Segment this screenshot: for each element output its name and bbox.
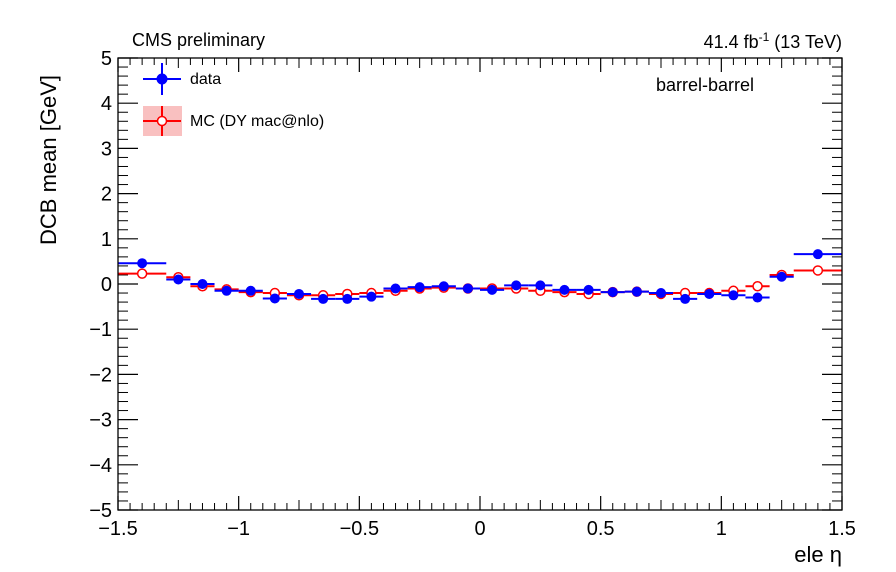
data-point [414, 282, 425, 293]
y-axis-label: DCB mean [GeV] [36, 75, 61, 245]
plot-frame [117, 57, 843, 511]
lumi-value: 41.4 fb [703, 32, 759, 52]
data-point [390, 283, 401, 294]
data-point [173, 274, 184, 285]
y-tick-label: 5 [101, 48, 112, 70]
y-tick-label: 2 [101, 184, 112, 206]
data-point [137, 258, 148, 269]
data-point [583, 284, 594, 295]
y-tick-label: 1 [101, 229, 112, 251]
x-tick-label: 1.5 [828, 518, 856, 540]
lumi-exponent: -1 [758, 30, 770, 44]
series-layer [118, 249, 842, 304]
data-point [559, 284, 570, 295]
legend-entry-data: data [143, 63, 221, 95]
data-point [656, 288, 666, 299]
data-point [294, 288, 304, 299]
energy-text: (13 TeV) [774, 32, 842, 52]
data-point [704, 288, 715, 299]
legend-data-label: data [190, 71, 221, 88]
y-tick-label: −4 [89, 455, 112, 477]
data-point [245, 285, 256, 296]
legend: data MC (DY mac@nlo) [143, 63, 324, 136]
experiment-text: CMS preliminary [132, 30, 266, 50]
axis-tick-labels: −1.5 −1 −0.5 0 0.5 1 1.5 −5 −4 −3 −2 −1 0 1 2 3 4 5 [89, 48, 856, 540]
y-tick-label: −3 [89, 410, 112, 432]
data-point [535, 280, 546, 291]
data-point [680, 293, 691, 304]
y-tick-label: 0 [101, 274, 112, 296]
data-point [318, 293, 329, 304]
y-tick-label: −2 [89, 364, 112, 386]
mc-point [752, 281, 763, 292]
y-tick-label: −1 [89, 319, 112, 341]
data-point [728, 290, 739, 301]
data-point [511, 280, 522, 291]
data-point [812, 249, 823, 260]
mc-point [812, 265, 824, 276]
experiment-label: CMS preliminary [132, 30, 265, 51]
data-point [487, 284, 498, 295]
data-point [631, 286, 642, 297]
data-point [752, 292, 763, 303]
x-tick-label: 1 [716, 518, 727, 540]
data-point [221, 285, 232, 296]
y-tick-label: −5 [89, 500, 112, 522]
y-tick-label: 4 [101, 93, 112, 115]
mc-point [136, 268, 148, 279]
data-point [197, 279, 208, 289]
y-tick-label: 3 [101, 138, 112, 160]
data-point [438, 281, 449, 292]
legend-data-marker [156, 73, 168, 85]
x-tick-label: −1.5 [98, 518, 137, 540]
x-axis-label: ele η [794, 542, 842, 567]
x-tick-label: −1 [227, 518, 250, 540]
data-point [776, 271, 787, 282]
x-tick-label: −0.5 [340, 518, 379, 540]
x-tick-label: 0.5 [587, 518, 615, 540]
data-point [342, 293, 353, 304]
legend-mc-marker [156, 115, 168, 127]
legend-entry-mc: MC (DY mac@nlo) [143, 106, 324, 136]
data-point [607, 287, 618, 298]
legend-mc-label: MC (DY mac@nlo) [190, 113, 324, 130]
data-point [462, 283, 473, 294]
data-point [269, 293, 280, 304]
data-point [366, 291, 377, 302]
x-tick-label: 0 [474, 518, 485, 540]
category-label: barrel-barrel [656, 75, 754, 95]
lumi-label: 41.4 fb-1 (13 TeV) [704, 30, 842, 53]
